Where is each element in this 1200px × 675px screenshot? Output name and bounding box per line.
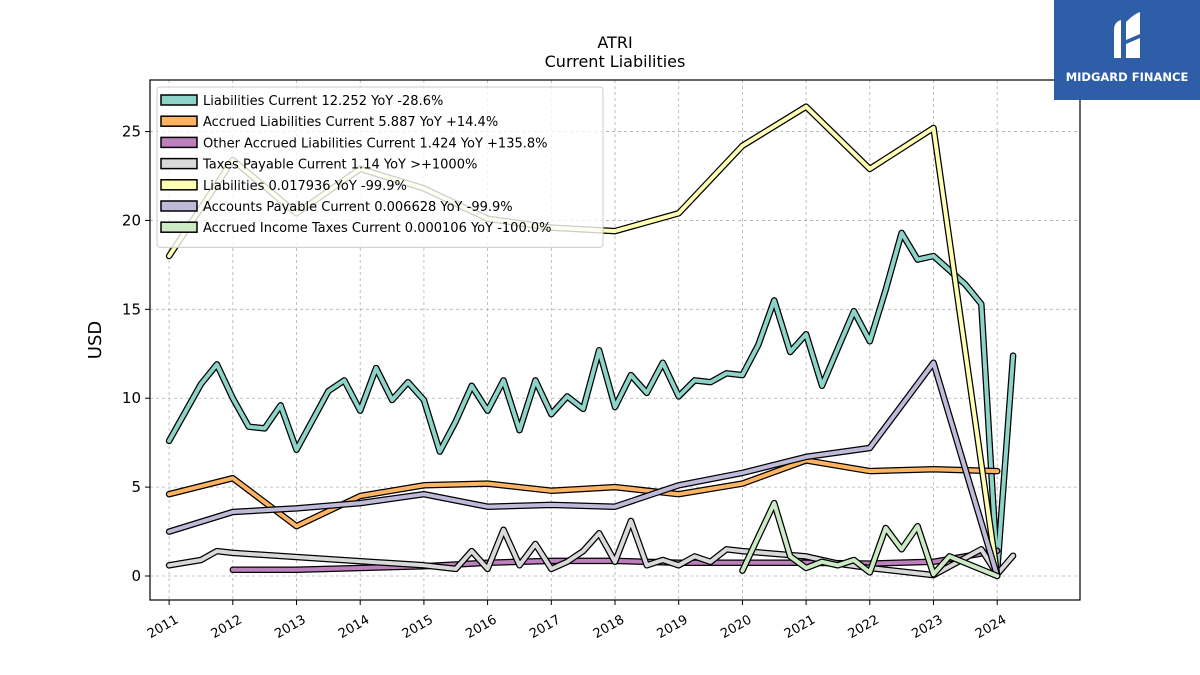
y-axis-ticks: 0 5 10 15 20 25 (122, 123, 150, 585)
legend-swatch (160, 94, 198, 106)
x-tick-label: 2018 (591, 612, 627, 642)
brand-name: MIDGARD FINANCE (1065, 70, 1189, 84)
y-tick-label: 5 (131, 478, 141, 496)
legend-entry: Other Accrued Liabilities Current 1.424 … (203, 136, 548, 151)
legend-swatch (160, 136, 198, 149)
series-line (165, 457, 1001, 530)
series-line (165, 359, 1001, 580)
x-tick-label: 2016 (463, 612, 499, 642)
series-line-stroke (167, 230, 1016, 573)
x-tick-label: 2021 (782, 612, 818, 642)
legend-entry: Liabilities Current 12.252 YoY -28.6% (203, 94, 443, 109)
legend-entry: Taxes Payable Current 1.14 YoY >+1000% (202, 158, 477, 173)
series-line (739, 499, 1001, 580)
x-tick-label: 2022 (846, 612, 882, 642)
midgard-logo-icon (1114, 12, 1140, 58)
y-tick-label: 20 (122, 211, 141, 229)
y-tick-label: 15 (122, 300, 141, 318)
chart-subtitle: Current Liabilities (545, 52, 686, 71)
chart-title: ATRI (597, 33, 632, 52)
legend-entry: Accrued Income Taxes Current 0.000106 Yo… (203, 221, 551, 236)
x-tick-label: 2011 (145, 612, 181, 642)
legend: Liabilities Current 12.252 YoY -28.6% Acc… (156, 86, 604, 248)
legend-swatch (160, 179, 198, 191)
y-axis-label: USD (85, 321, 106, 359)
x-tick-label: 2017 (527, 612, 563, 642)
legend-swatch (160, 221, 198, 233)
x-tick-label: 2024 (973, 612, 1009, 642)
y-tick-label: 0 (131, 567, 141, 585)
x-tick-label: 2020 (718, 612, 754, 642)
x-tick-label: 2015 (400, 612, 436, 642)
legend-entry: Accrued Liabilities Current 5.887 YoY +1… (203, 115, 498, 130)
series-line-stroke (167, 458, 1000, 529)
y-tick-label: 10 (122, 389, 141, 407)
series-line-stroke (740, 501, 1000, 578)
brand-logo: MIDGARD FINANCE (1054, 0, 1200, 100)
series-line (165, 229, 1017, 574)
legend-swatch (160, 157, 198, 170)
x-tick-label: 2014 (336, 612, 372, 642)
x-tick-label: 2012 (209, 612, 245, 642)
legend-entry: Liabilities 0.017936 YoY -99.9% (203, 179, 407, 194)
x-axis-ticks: 2011 2012 2013 2014 2015 2016 2017 2018 2019 2020… (145, 600, 1009, 642)
legend-swatch (160, 200, 198, 212)
legend-swatch (160, 115, 198, 127)
x-tick-label: 2023 (909, 612, 945, 642)
series-line-stroke (167, 360, 1000, 578)
x-tick-label: 2019 (655, 612, 691, 642)
legend-box (156, 86, 604, 248)
x-tick-label: 2013 (272, 612, 308, 642)
legend-entry: Accounts Payable Current 0.006628 YoY -9… (203, 200, 513, 215)
y-tick-label: 25 (122, 123, 141, 141)
